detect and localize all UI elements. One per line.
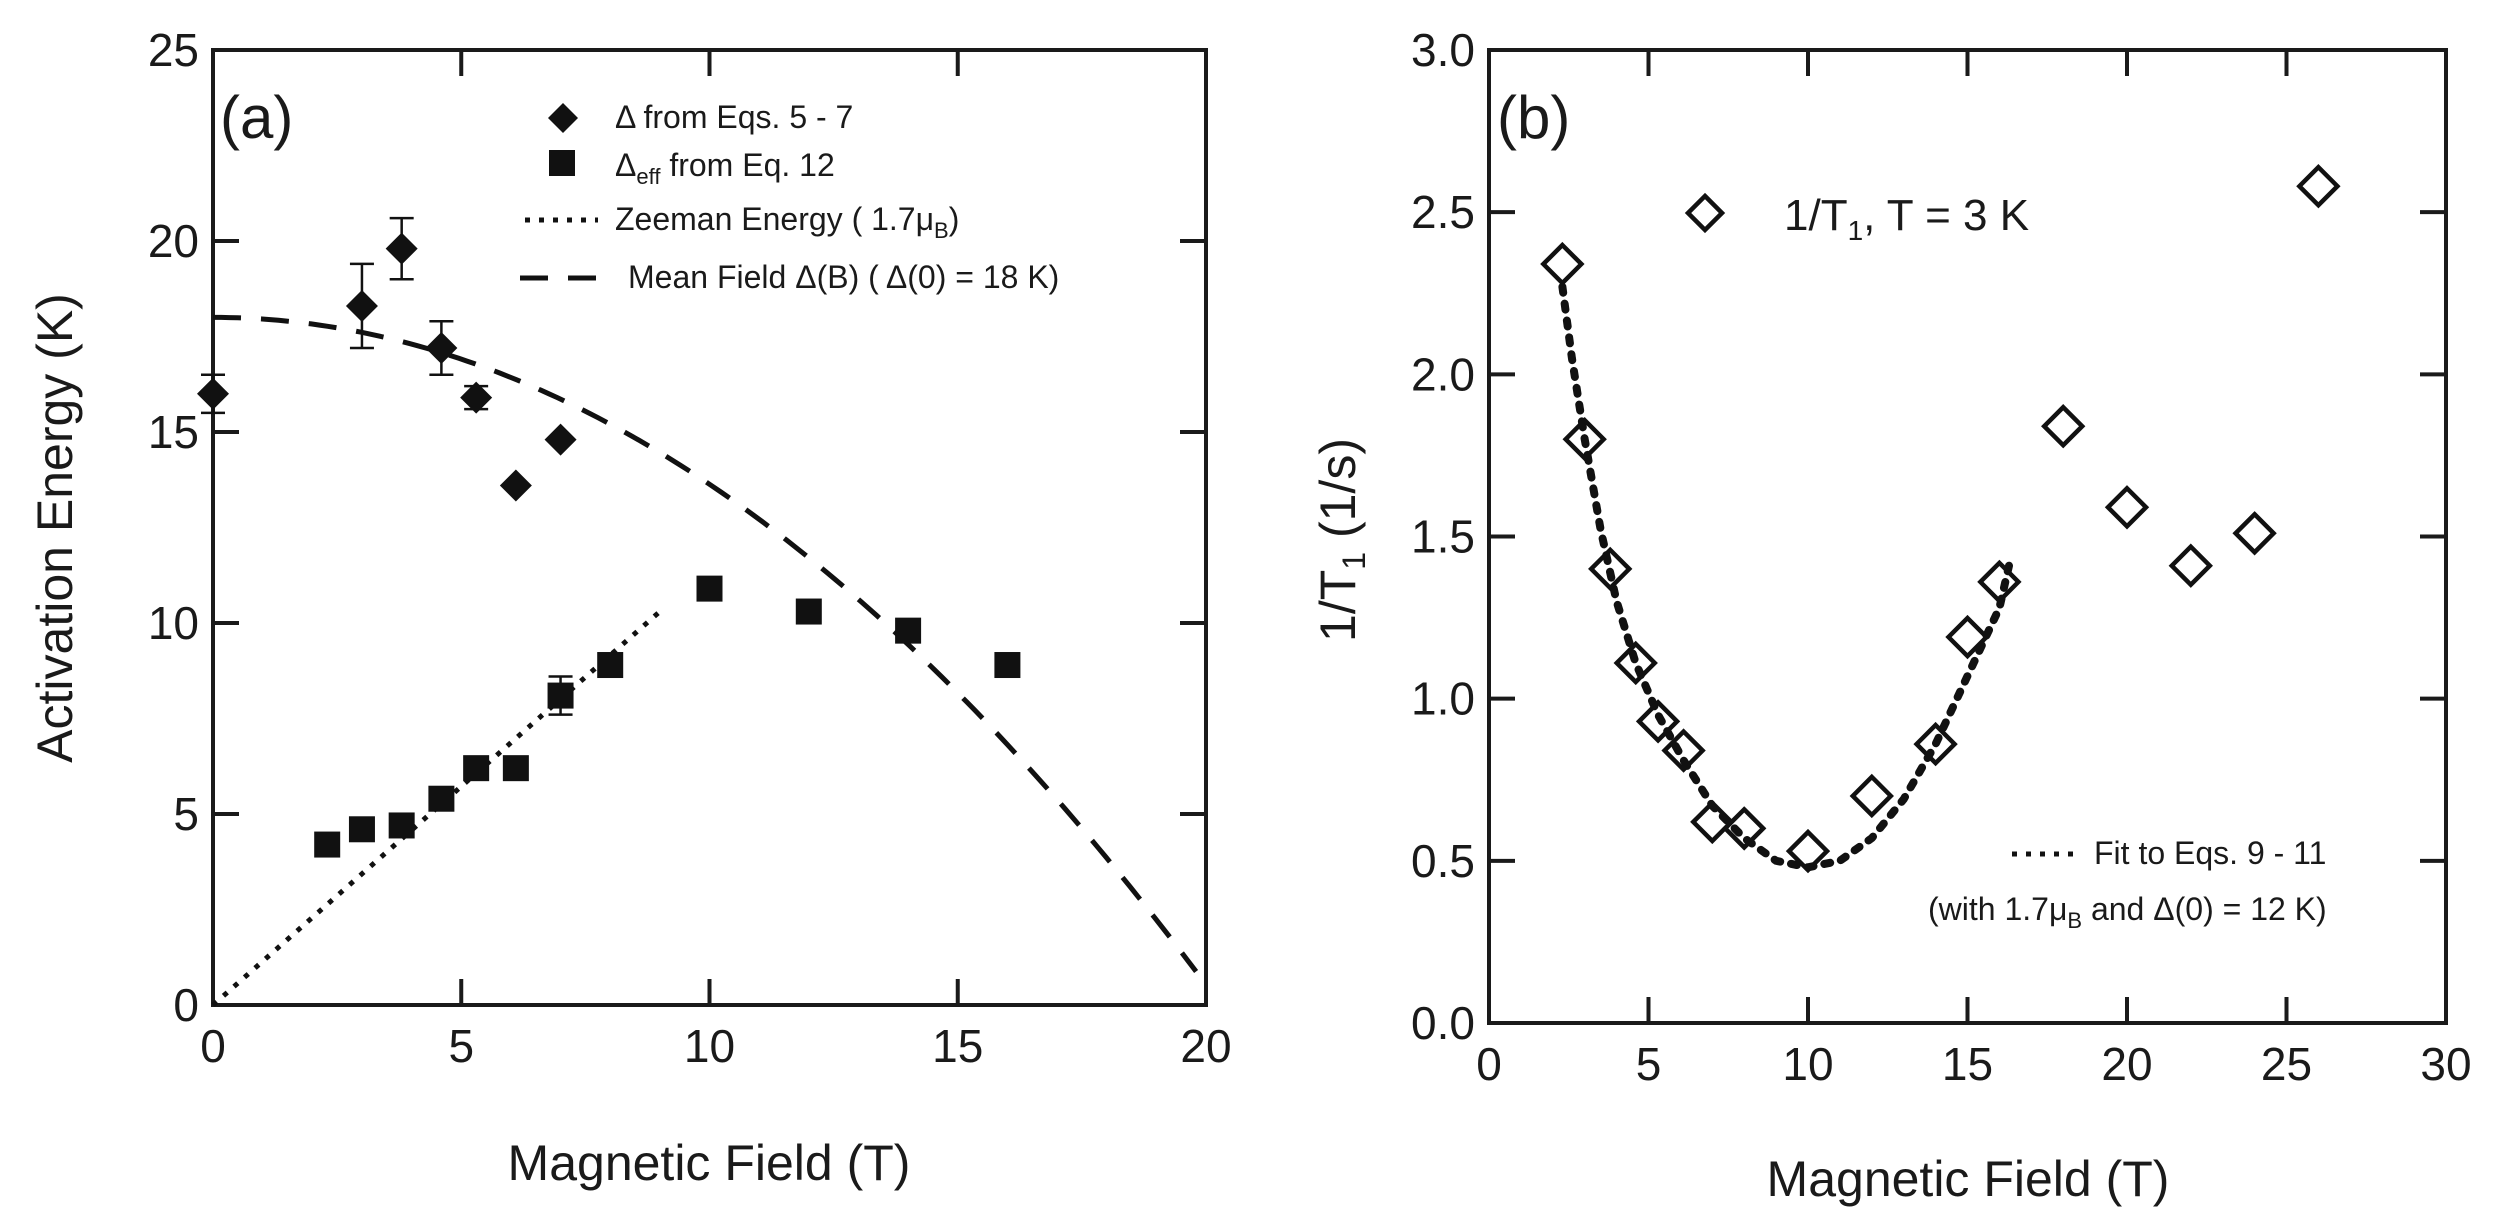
- legend-a-item-2: Δeff from Eq. 12: [615, 147, 835, 189]
- delta-point: [544, 423, 577, 456]
- y-tick-label: 3.0: [1411, 24, 1475, 76]
- delta-eff-point: [314, 831, 341, 858]
- y-tick-label: 15: [148, 406, 199, 458]
- relaxation-rate-point: [2232, 511, 2277, 556]
- y-tick-label: 10: [148, 597, 199, 649]
- delta-eff-point: [463, 755, 490, 782]
- relaxation-rate-point: [2104, 485, 2150, 530]
- relaxation-rate-point: [1540, 241, 1585, 287]
- relaxation-rate-point: [1722, 806, 1767, 851]
- x-tick-label: 10: [1782, 1038, 1833, 1090]
- legend-open-diamond-marker: [1684, 192, 1726, 234]
- delta-eff-point: [547, 682, 574, 709]
- delta-point: [460, 381, 493, 414]
- delta-eff-point: [994, 652, 1021, 679]
- mean-field-curve: [213, 314, 1199, 974]
- x-tick-label: 15: [1942, 1038, 1993, 1090]
- relaxation-rate-point: [1849, 773, 1894, 819]
- legend-b-item-2: Fit to Eqs. 9 - 11: [2094, 835, 2326, 871]
- delta-eff-point: [795, 598, 822, 625]
- legend-square-marker: [549, 150, 575, 176]
- delta-eff-point: [502, 755, 529, 782]
- y-tick-label: 5: [173, 788, 199, 840]
- relaxation-rate-point: [1562, 417, 1607, 462]
- y-tick-label: 0: [173, 979, 199, 1031]
- legend-a-item-1: Δ from Eqs. 5 - 7: [615, 99, 853, 135]
- x-tick-label: 15: [932, 1020, 983, 1072]
- delta-eff-point: [388, 812, 415, 839]
- legend-diamond-marker: [548, 103, 578, 133]
- delta-eff-point: [348, 816, 375, 843]
- x-tick-label: 25: [2261, 1038, 2312, 1090]
- delta-eff-point: [895, 617, 922, 644]
- y-tick-label: 0.5: [1411, 835, 1475, 887]
- delta-eff-point: [696, 575, 723, 602]
- y-tick-label: 25: [148, 24, 199, 76]
- panel-b-y-title: 1/T1 (1/s): [1310, 438, 1372, 642]
- panel-b-legend: 1/T1, T = 3 K Fit to Eqs. 9 - 11 (with 1…: [1684, 191, 2327, 933]
- relaxation-rate-point: [2296, 164, 2341, 209]
- y-tick-label: 20: [148, 215, 199, 267]
- relaxation-rate-point: [1661, 728, 1706, 773]
- panel-a-y-title: Activation Energy (K): [27, 293, 83, 763]
- x-tick-label: 20: [2101, 1038, 2152, 1090]
- relaxation-rate-point: [1690, 799, 1735, 845]
- relaxation-rate-point: [1785, 828, 1831, 874]
- x-tick-label: 0: [1476, 1038, 1502, 1090]
- delta-point: [499, 469, 532, 502]
- delta-point: [197, 377, 229, 410]
- x-tick-label: 10: [684, 1020, 735, 1072]
- legend-a-item-4: Mean Field Δ(B) ( Δ(0) = 18 K): [628, 259, 1059, 295]
- panel-a: 0 5 10 15 20 0 5 10 15 20 25 (a) Magnetic Field (T…: [27, 24, 1232, 1191]
- legend-b-item-1: 1/T1, T = 3 K: [1784, 191, 2029, 246]
- y-tick-label: 2.0: [1411, 348, 1475, 400]
- relaxation-rate-point: [1635, 699, 1681, 744]
- panel-a-legend: Δ from Eqs. 5 - 7 Δeff from Eq. 12 Zeema…: [520, 99, 1059, 295]
- x-tick-label: 20: [1180, 1020, 1231, 1072]
- x-tick-label: 0: [200, 1020, 226, 1072]
- panel-b-label: (b): [1497, 84, 1570, 151]
- delta-eff-point: [597, 652, 624, 679]
- y-tick-label: 1.5: [1411, 511, 1475, 563]
- relaxation-rate-point: [1977, 559, 2022, 605]
- relaxation-rate-point: [1613, 640, 1658, 686]
- panel-b: 0 5 10 15 20 25 30 0.0 0.5 1.0 1.5 2.0 2.5 3.0 (b) Ma…: [1310, 24, 2472, 1207]
- panel-b-x-title: Magnetic Field (T): [1767, 1151, 2170, 1207]
- panel-a-x-title: Magnetic Field (T): [508, 1135, 911, 1191]
- delta-eff-point: [428, 785, 455, 812]
- relaxation-rate-point: [1945, 614, 1990, 660]
- delta-point: [425, 331, 458, 364]
- relaxation-rate-point: [1588, 546, 1633, 592]
- legend-b-item-3: (with 1.7μB and Δ(0) = 12 K): [1928, 891, 2327, 933]
- x-tick-label: 5: [448, 1020, 474, 1072]
- y-tick-label: 2.5: [1411, 186, 1475, 238]
- legend-a-item-3: Zeeman Energy ( 1.7μB): [615, 201, 959, 243]
- relaxation-rate-point: [2041, 404, 2086, 449]
- relaxation-rate-point: [2168, 543, 2213, 588]
- x-tick-label: 30: [2420, 1038, 2471, 1090]
- panel-a-frame: [211, 48, 1208, 1007]
- y-tick-label: 0.0: [1411, 997, 1475, 1049]
- panel-a-label: (a): [220, 84, 293, 151]
- y-tick-label: 1.0: [1411, 673, 1475, 725]
- delta-point: [385, 232, 418, 265]
- delta-point: [345, 289, 378, 322]
- x-tick-label: 5: [1636, 1038, 1662, 1090]
- relaxation-rate-point: [1913, 721, 1958, 767]
- fit-curve: [1558, 282, 2013, 872]
